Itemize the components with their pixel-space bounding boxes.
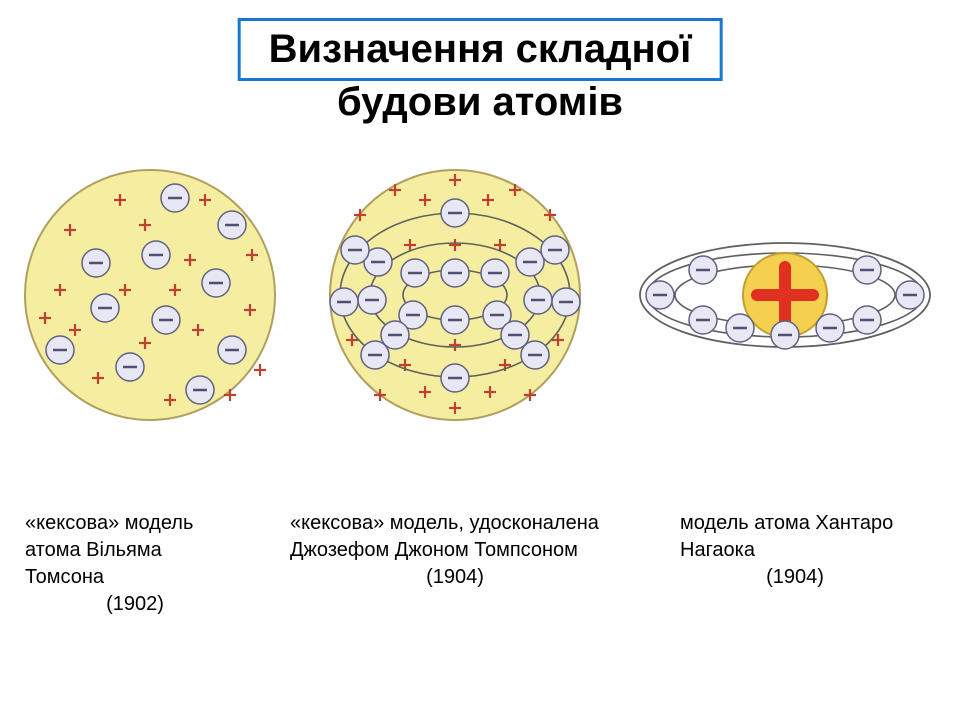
caption-year: (1904): [290, 564, 620, 591]
model-caption: модель атома Хантаро Нагаока(1904): [680, 510, 910, 591]
models-diagram: [0, 0, 960, 470]
model-nagaoka-1904: [640, 243, 930, 349]
caption-text: «кексова» модель атома Вільяма Томсона: [25, 510, 245, 591]
caption-text: «кексова» модель, удосконалена Джозефом …: [290, 510, 620, 564]
caption-text: модель атома Хантаро Нагаока: [680, 510, 910, 564]
model-thomson-1902: [25, 170, 275, 420]
model-caption: «кексова» модель атома Вільяма Томсона(1…: [25, 510, 245, 618]
caption-year: (1902): [25, 591, 245, 618]
caption-year: (1904): [680, 564, 910, 591]
model-caption: «кексова» модель, удосконалена Джозефом …: [290, 510, 620, 591]
model-thomson-1904: [330, 170, 580, 420]
